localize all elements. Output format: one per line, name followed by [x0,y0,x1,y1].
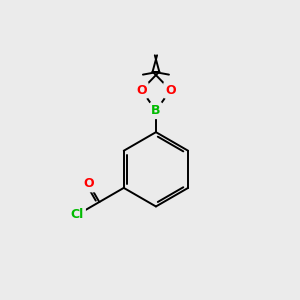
Text: O: O [136,84,147,97]
Text: B: B [151,104,161,117]
Text: O: O [165,84,176,97]
Text: O: O [84,178,94,190]
Text: Cl: Cl [71,208,84,221]
